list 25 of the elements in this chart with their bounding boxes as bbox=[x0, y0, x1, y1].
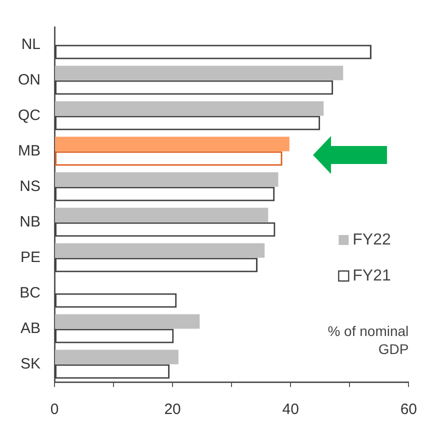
bar bbox=[55, 172, 278, 187]
y-tick-label: SK bbox=[20, 355, 40, 372]
annotation: % of nominal GDP bbox=[328, 323, 409, 358]
bar bbox=[55, 350, 178, 364]
y-tick-label: AB bbox=[20, 320, 40, 337]
x-tick-label: 60 bbox=[400, 401, 417, 418]
y-tick-label: QC bbox=[18, 106, 41, 124]
legend-label: FY22 bbox=[352, 231, 391, 248]
y-tick-label: NB bbox=[20, 213, 40, 230]
bar bbox=[55, 66, 344, 80]
bar bbox=[55, 208, 268, 222]
bar bbox=[55, 314, 200, 329]
bar bbox=[55, 243, 265, 258]
y-tick-label: ON bbox=[18, 71, 40, 88]
bar bbox=[55, 101, 324, 116]
y-tick-label: MB bbox=[18, 142, 40, 160]
bar bbox=[55, 136, 290, 152]
y-tick-label: NL bbox=[21, 36, 40, 53]
x-tick-label: 0 bbox=[50, 401, 59, 418]
x-tick-label: 20 bbox=[164, 401, 181, 418]
y-tick-label: PE bbox=[20, 248, 40, 266]
y-tick-label: NS bbox=[20, 178, 40, 195]
legend-label: FY21 bbox=[352, 267, 391, 284]
x-tick-label: 40 bbox=[282, 401, 299, 418]
y-tick-label: BC bbox=[20, 284, 41, 302]
